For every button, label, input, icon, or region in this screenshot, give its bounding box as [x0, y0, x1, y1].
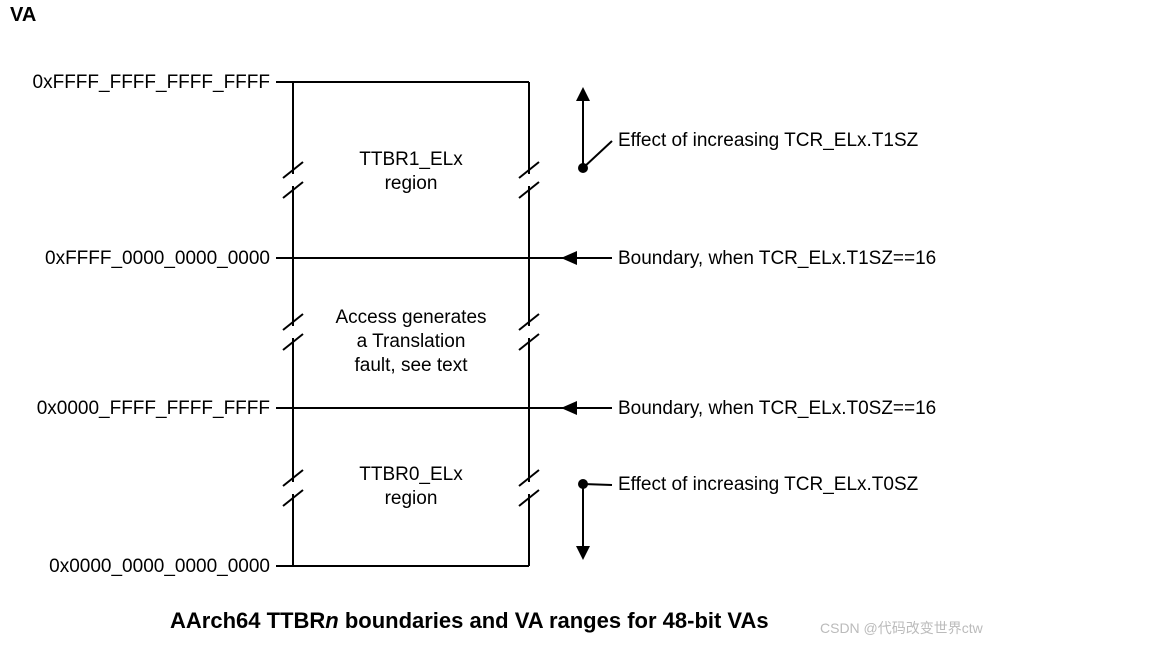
ttbr0-line1: TTBR0_ELx [359, 464, 462, 485]
watermark: CSDN @代码改变世界ctw [820, 618, 983, 638]
va-title: VA [10, 4, 36, 27]
fault-line2: a Translation [357, 331, 466, 352]
fault-line1: Access generates [335, 307, 486, 328]
ttbr0-region-label: TTBR0_ELx region [301, 463, 521, 511]
addr-upper: 0xFFFF_0000_0000_0000 [45, 248, 270, 270]
ttbr1-line1: TTBR1_ELx [359, 149, 462, 170]
annot-t1sz: Effect of increasing TCR_ELx.T1SZ [618, 130, 918, 152]
annot-boundary0: Boundary, when TCR_ELx.T0SZ==16 [618, 398, 936, 420]
ttbr1-line2: region [385, 173, 438, 194]
ttbr1-region-label: TTBR1_ELx region [301, 148, 521, 196]
addr-bottom: 0x0000_0000_0000_0000 [49, 556, 270, 578]
addr-lower: 0x0000_FFFF_FFFF_FFFF [37, 398, 270, 420]
addr-top: 0xFFFF_FFFF_FFFF_FFFF [33, 72, 270, 94]
annot-t0sz: Effect of increasing TCR_ELx.T0SZ [618, 474, 918, 496]
annot-boundary1: Boundary, when TCR_ELx.T1SZ==16 [618, 248, 936, 270]
fault-line3: fault, see text [354, 355, 467, 376]
caption: AArch64 TTBRn boundaries and VA ranges f… [170, 608, 769, 634]
fault-region-label: Access generates a Translation fault, se… [301, 306, 521, 377]
caption-pre: AArch64 TTBR [170, 608, 325, 633]
ttbr0-line2: region [385, 488, 438, 509]
caption-post: boundaries and VA ranges for 48-bit VAs [339, 608, 769, 633]
caption-italic: n [325, 608, 338, 633]
